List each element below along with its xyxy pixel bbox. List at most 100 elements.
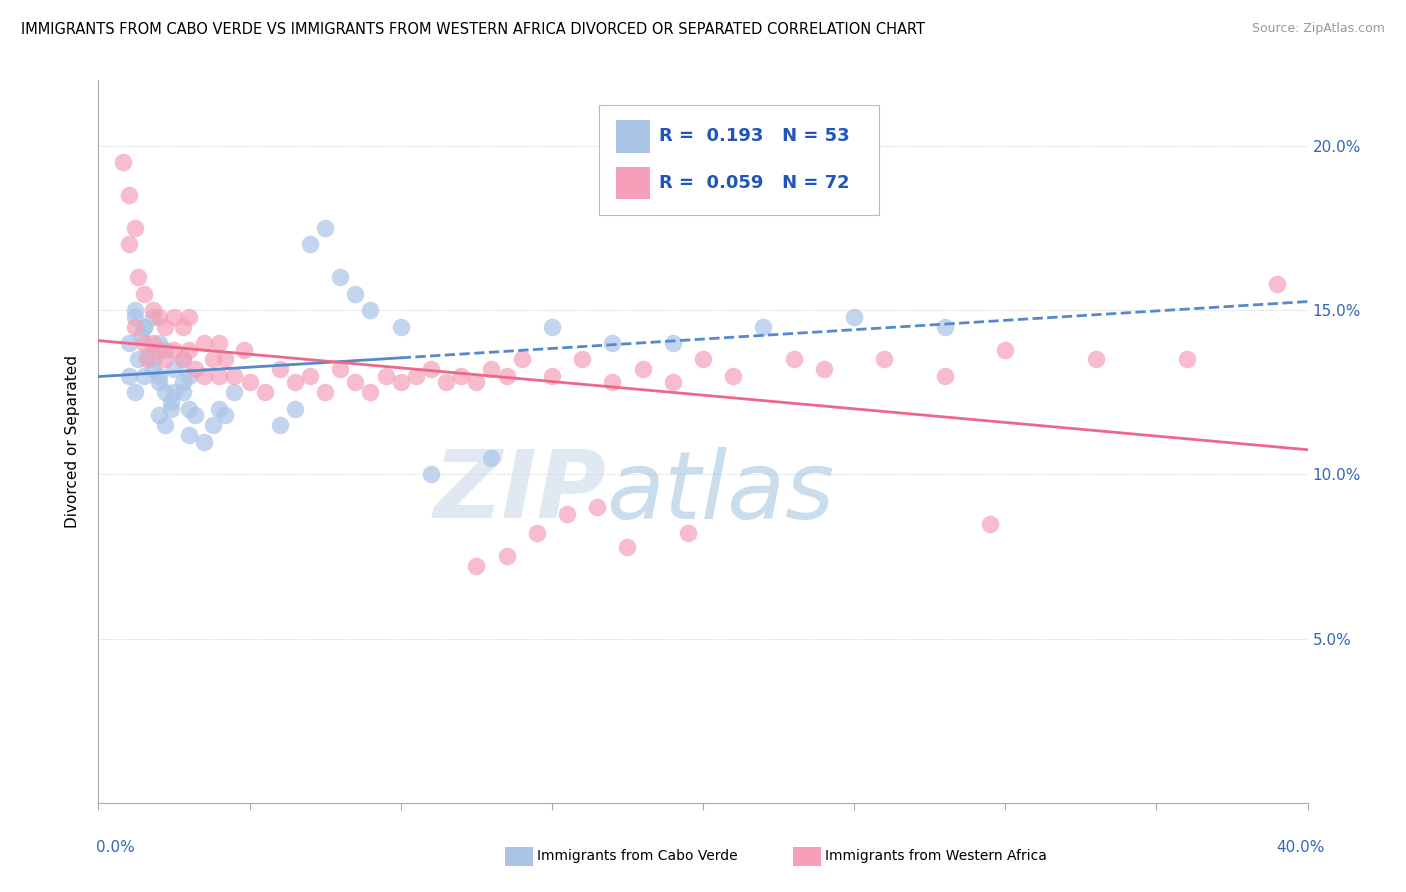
Text: Immigrants from Cabo Verde: Immigrants from Cabo Verde [537, 849, 738, 863]
Point [179, 401, 201, 416]
Point [163, 310, 186, 324]
Point [142, 336, 165, 351]
Y-axis label: Divorced or Separated: Divorced or Separated [65, 355, 80, 528]
Point [344, 286, 367, 301]
Text: ZIP: ZIP [433, 446, 606, 538]
Point [135, 352, 157, 367]
Point [172, 376, 194, 390]
Point [510, 352, 533, 367]
Text: atlas: atlas [606, 447, 835, 538]
Point [184, 362, 207, 376]
Point [148, 409, 170, 423]
Point [232, 343, 254, 357]
Point [193, 368, 215, 383]
Point [269, 362, 291, 376]
Point [132, 368, 155, 383]
Point [214, 409, 236, 423]
Point [676, 526, 699, 541]
Point [360, 303, 382, 318]
Point [153, 352, 176, 367]
Point [118, 237, 141, 252]
Point [202, 352, 225, 367]
Point [420, 467, 443, 482]
Point [142, 362, 165, 376]
Point [481, 450, 503, 465]
Point [127, 352, 149, 367]
Point [239, 376, 262, 390]
Point [208, 368, 231, 383]
Point [873, 352, 896, 367]
Point [526, 526, 548, 541]
Point [360, 385, 382, 400]
Point [434, 376, 457, 390]
Point [135, 349, 157, 363]
Point [179, 368, 201, 383]
Point [148, 368, 170, 383]
Point [179, 310, 201, 324]
Point [571, 352, 593, 367]
Point [214, 352, 236, 367]
Point [153, 319, 176, 334]
Point [160, 401, 183, 416]
Point [124, 319, 146, 334]
Point [344, 376, 367, 390]
Point [124, 385, 146, 400]
Point [602, 376, 624, 390]
Point [783, 352, 806, 367]
Point [208, 336, 231, 351]
Point [329, 270, 352, 285]
Point [420, 362, 443, 376]
Point [111, 155, 134, 169]
Point [118, 336, 141, 351]
Point [723, 368, 745, 383]
Point [172, 385, 194, 400]
Point [1267, 277, 1289, 291]
Point [934, 368, 956, 383]
Point [124, 221, 146, 235]
Point [132, 286, 155, 301]
Text: R =  0.193   N = 53: R = 0.193 N = 53 [659, 128, 851, 145]
Text: 40.0%: 40.0% [1277, 840, 1324, 855]
Point [172, 352, 194, 367]
Point [127, 270, 149, 285]
Point [994, 343, 1017, 357]
Point [132, 336, 155, 351]
Point [118, 368, 141, 383]
Point [160, 395, 183, 409]
Point [616, 540, 638, 554]
Point [481, 362, 503, 376]
Point [934, 319, 956, 334]
Point [555, 507, 578, 521]
Point [269, 418, 291, 433]
Point [148, 343, 170, 357]
Point [193, 336, 215, 351]
Point [389, 376, 412, 390]
Point [465, 376, 488, 390]
Point [495, 549, 517, 564]
Point [148, 376, 170, 390]
Point [179, 428, 201, 442]
Point [405, 368, 427, 383]
Text: 0.0%: 0.0% [96, 840, 135, 855]
Point [299, 237, 322, 252]
Point [142, 310, 165, 324]
Point [540, 319, 562, 334]
Text: Immigrants from Western Africa: Immigrants from Western Africa [825, 849, 1047, 863]
Text: IMMIGRANTS FROM CABO VERDE VS IMMIGRANTS FROM WESTERN AFRICA DIVORCED OR SEPARAT: IMMIGRANTS FROM CABO VERDE VS IMMIGRANTS… [21, 22, 925, 37]
Point [142, 352, 165, 367]
Point [163, 385, 186, 400]
Point [284, 376, 307, 390]
Point [124, 310, 146, 324]
Point [253, 385, 276, 400]
Point [661, 376, 683, 390]
Point [153, 385, 176, 400]
Point [540, 368, 562, 383]
Point [179, 343, 201, 357]
Point [586, 500, 609, 515]
Point [752, 319, 775, 334]
Point [224, 368, 246, 383]
Point [284, 401, 307, 416]
Point [163, 343, 186, 357]
Point [631, 362, 654, 376]
Point [979, 516, 1001, 531]
